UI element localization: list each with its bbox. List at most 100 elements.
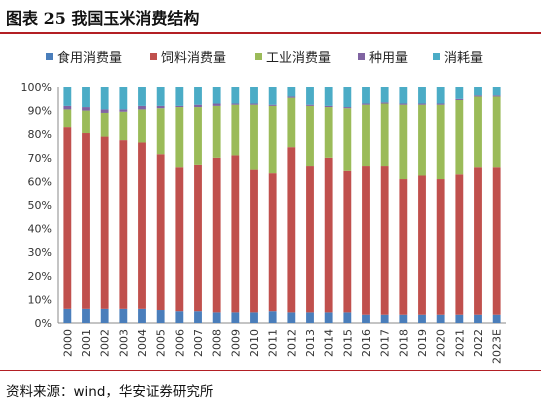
bar-segment-4	[492, 87, 501, 96]
y-tick-label: 30%	[28, 246, 52, 259]
bar-segment-0	[156, 310, 165, 323]
bar-segment-0	[212, 312, 221, 323]
x-tick-label: 2006	[173, 329, 186, 357]
legend-item-industrial: 工业消费量	[255, 47, 331, 66]
title-bar: 图表 25 我国玉米消费结构	[0, 0, 541, 34]
y-tick-label: 100%	[21, 81, 52, 94]
bar-segment-4	[380, 87, 389, 103]
bar-segment-3	[156, 105, 165, 109]
bar-segment-0	[63, 308, 72, 323]
bar-segment-2	[63, 109, 72, 128]
bar-segment-3	[436, 103, 445, 105]
bar-segment-3	[362, 103, 370, 105]
figure-title: 图表 25 我国玉米消费结构	[6, 9, 200, 28]
bar-segment-3	[175, 105, 184, 108]
bar-segment-4	[362, 87, 370, 104]
bar-segment-4	[156, 87, 165, 106]
bar-segment-4	[175, 87, 184, 106]
x-tick-label: 2020	[435, 329, 448, 357]
legend-label-food: 食用消费量	[57, 51, 123, 66]
legend-swatch-seed	[358, 53, 365, 60]
bar-segment-3	[306, 104, 314, 106]
legend-swatch-industrial	[255, 53, 262, 60]
bar-segment-4	[418, 87, 426, 104]
x-tick-label: 2007	[192, 329, 205, 357]
bar-segment-0	[343, 312, 352, 323]
bar-segment-1	[138, 142, 146, 309]
legend-swatch-feed	[150, 53, 157, 60]
y-tick-label: 0%	[35, 317, 52, 330]
bar-segment-1	[399, 179, 408, 315]
x-tick-label: 2013	[304, 329, 317, 357]
x-tick-label: 2009	[229, 329, 242, 357]
bar-segment-0	[100, 308, 109, 323]
bar-segment-2	[138, 109, 146, 143]
bar-segment-4	[119, 87, 128, 110]
bar-segment-0	[399, 314, 408, 323]
legend-item-loss: 消耗量	[433, 47, 483, 66]
y-tick-label: 40%	[28, 223, 52, 236]
bar-segment-0	[362, 314, 370, 323]
bar-segment-1	[324, 157, 333, 313]
bar-segment-1	[436, 179, 445, 315]
bar-segment-0	[119, 308, 128, 323]
bar-segment-0	[380, 314, 389, 323]
bar-segment-0	[455, 314, 464, 323]
bar-segment-3	[268, 104, 277, 106]
y-tick-label: 60%	[28, 175, 52, 188]
bar-segment-4	[474, 87, 482, 96]
bar-segment-0	[436, 314, 445, 323]
bar-segment-2	[100, 112, 109, 137]
bar-segment-3	[100, 109, 109, 113]
bar-segment-4	[194, 87, 202, 105]
bar-segment-3	[212, 103, 221, 106]
bar-segment-3	[138, 105, 146, 110]
bar-segment-2	[436, 104, 445, 180]
bar-segment-3	[324, 105, 333, 108]
bar-segment-0	[231, 312, 240, 323]
stacked-bar-chart: 0% 10% 20% 30% 40% 50% 60% 70% 80% 90% 100% 2000 200…	[21, 81, 506, 364]
bar-segment-4	[436, 87, 445, 104]
bar-segment-1	[455, 174, 464, 315]
x-tick-label: 2011	[267, 329, 280, 357]
bar-segment-1	[492, 167, 501, 315]
bar-segment-2	[362, 104, 370, 167]
bar-segment-2	[194, 107, 202, 165]
bar-segment-2	[231, 104, 240, 156]
bar-segment-3	[418, 103, 426, 105]
bar-segment-4	[100, 87, 109, 110]
x-tick-label: 2021	[453, 329, 466, 357]
bar-segment-2	[119, 111, 128, 141]
legend-label-seed: 种用量	[369, 51, 409, 66]
bar-segment-2	[380, 103, 389, 167]
bar-segment-1	[119, 140, 128, 309]
legend-swatch-loss	[433, 53, 440, 60]
legend-label-feed: 饲料消费量	[161, 51, 227, 66]
bar-segment-1	[287, 147, 296, 313]
x-tick-label: 2014	[323, 329, 336, 357]
bar-segment-4	[231, 87, 240, 104]
bar-segment-1	[231, 155, 240, 313]
x-tick-label: 2012	[285, 329, 298, 357]
x-tick-label: 2023E	[491, 329, 504, 364]
legend-swatch-food	[46, 53, 53, 60]
bar-segment-4	[306, 87, 314, 105]
x-tick-label: 2018	[397, 329, 410, 357]
bar-segment-3	[119, 109, 128, 112]
x-tick-label: 2003	[117, 329, 130, 357]
bar-segment-4	[324, 87, 333, 106]
bar-segment-1	[250, 169, 258, 313]
bar-segment-2	[82, 110, 90, 134]
x-tick-label: 2016	[360, 329, 373, 357]
legend-label-industrial: 工业消费量	[266, 51, 332, 66]
bar-segment-3	[474, 95, 482, 97]
x-tick-label: 2005	[155, 329, 168, 357]
bar-segment-1	[175, 167, 184, 312]
bar-segment-2	[343, 108, 352, 171]
bar-segment-1	[380, 166, 389, 315]
bar-segment-0	[138, 308, 146, 323]
legend-label-loss: 消耗量	[444, 51, 484, 66]
bar-segment-3	[231, 103, 240, 105]
bar-segment-0	[418, 314, 426, 323]
bar-segment-2	[156, 108, 165, 155]
